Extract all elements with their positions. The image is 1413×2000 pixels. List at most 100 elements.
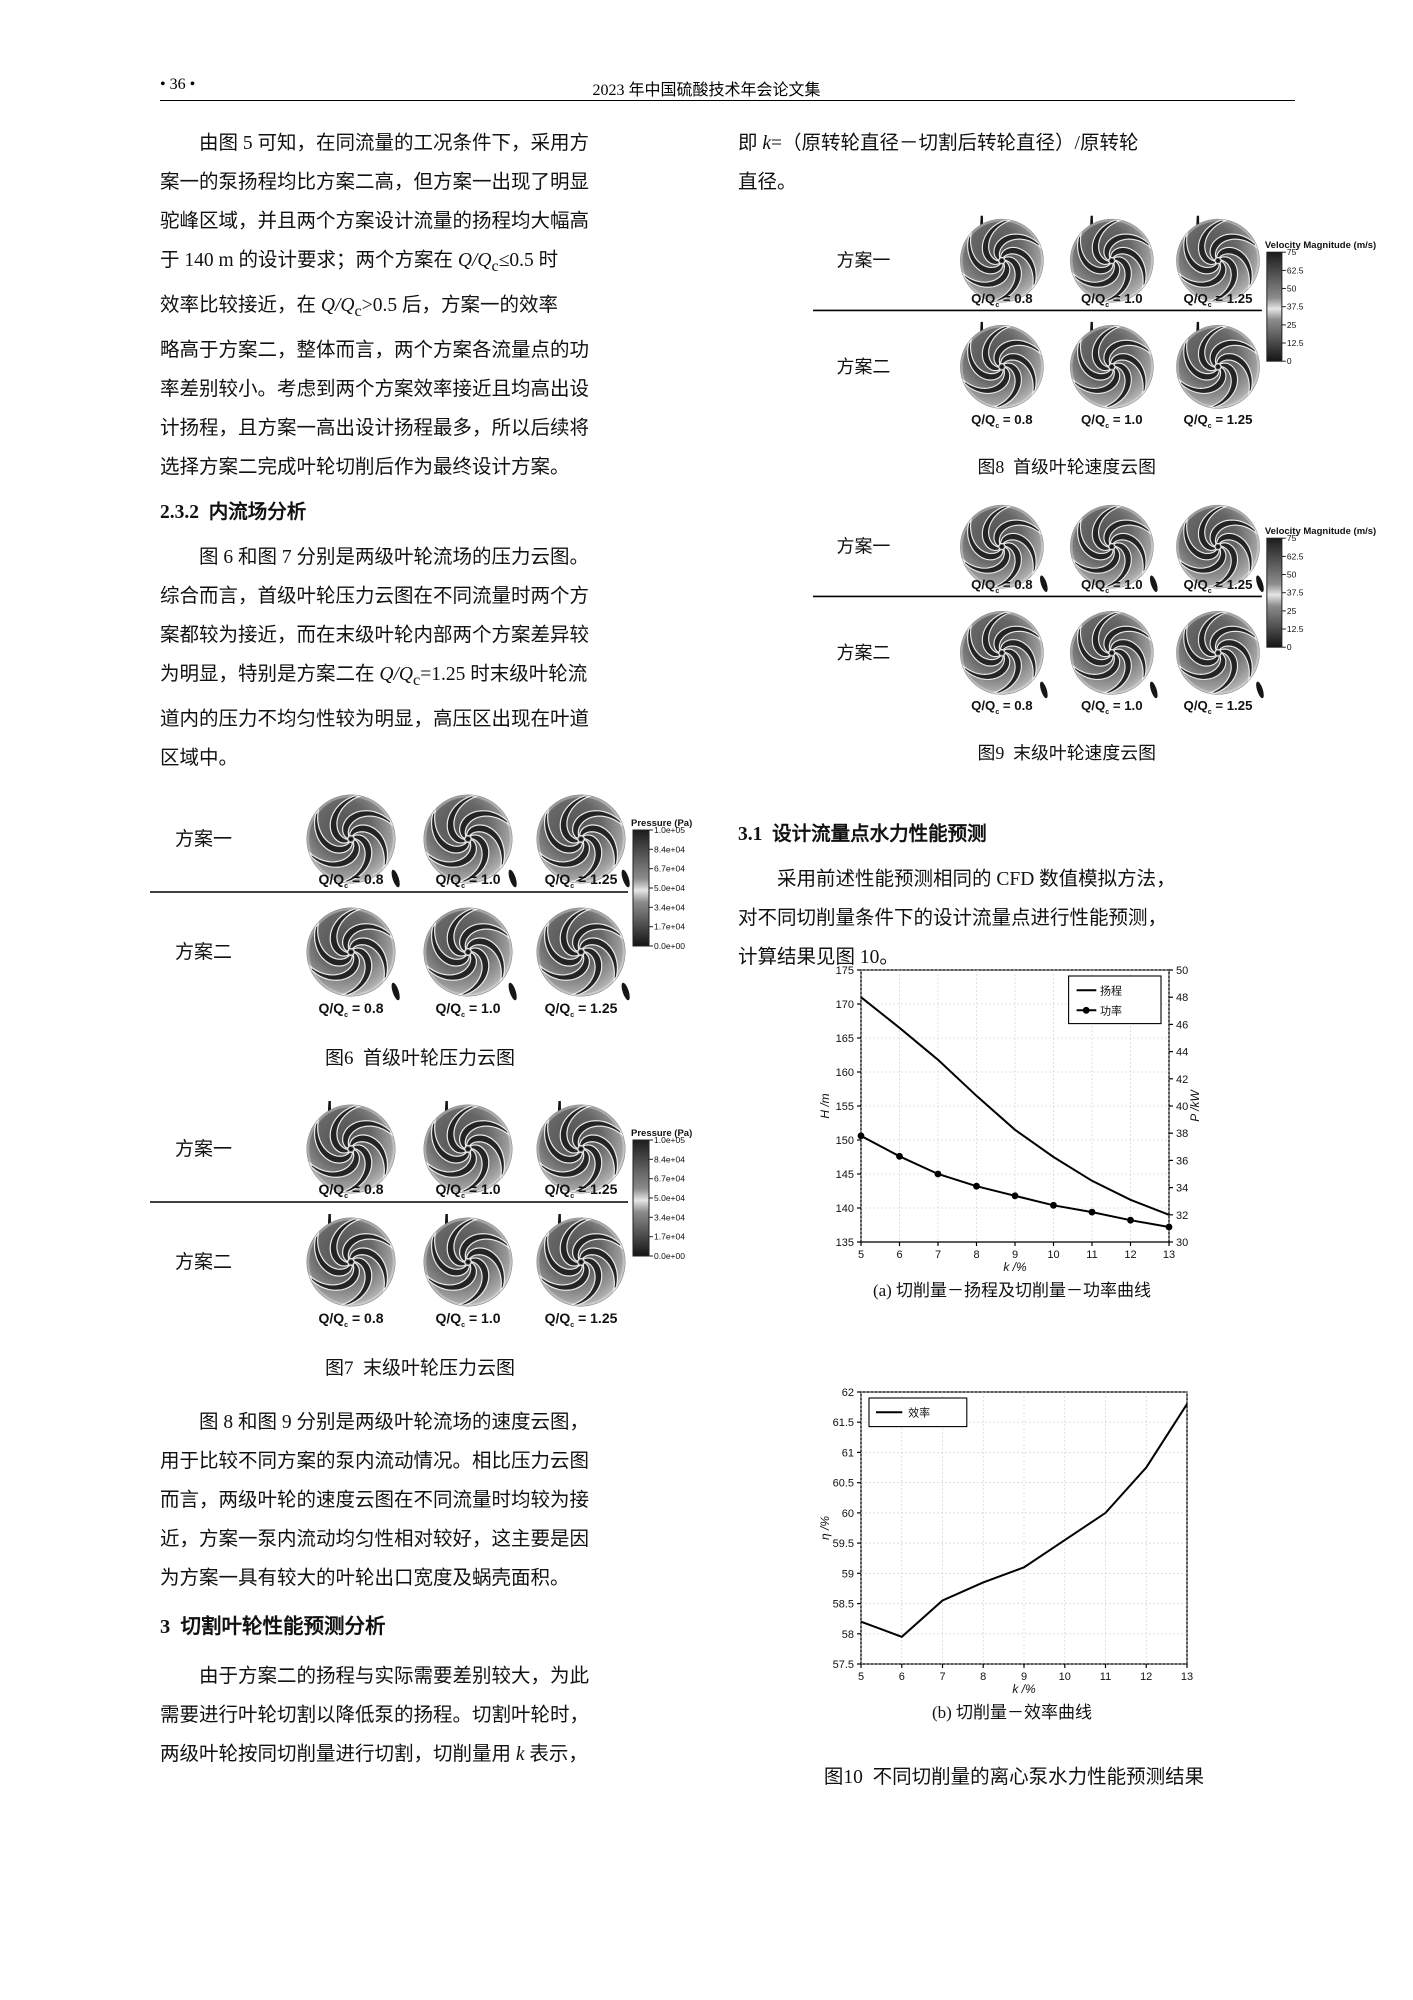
svg-text:Q/Qc = 1.0: Q/Qc = 1.0 <box>1081 577 1143 595</box>
svg-text:Q/Qc = 1.25: Q/Qc = 1.25 <box>1184 698 1253 716</box>
svg-text:62: 62 <box>842 1387 854 1399</box>
svg-text:图8 首级叶轮速度云图: 图8 首级叶轮速度云图 <box>977 457 1155 477</box>
svg-text:P /kW: P /kW <box>1188 1089 1202 1122</box>
svg-text:11: 11 <box>1100 1671 1111 1683</box>
svg-text:3.4e+04: 3.4e+04 <box>654 902 685 912</box>
svg-text:3.4e+04: 3.4e+04 <box>654 1212 685 1222</box>
svg-text:40: 40 <box>1176 1101 1188 1113</box>
svg-text:50: 50 <box>1287 570 1297 580</box>
svg-text:36: 36 <box>1176 1155 1188 1167</box>
svg-text:10: 10 <box>1059 1671 1071 1683</box>
svg-text:(b) 切削量－效率曲线: (b) 切削量－效率曲线 <box>932 1703 1092 1722</box>
svg-text:30: 30 <box>1176 1237 1188 1249</box>
svg-text:57.5: 57.5 <box>833 1659 854 1671</box>
svg-text:H /m: H /m <box>819 1093 832 1118</box>
svg-text:61.5: 61.5 <box>833 1417 854 1429</box>
svg-text:11: 11 <box>1086 1249 1097 1261</box>
svg-text:Q/Qc = 1.25: Q/Qc = 1.25 <box>1184 577 1253 595</box>
svg-text:62.5: 62.5 <box>1287 265 1304 275</box>
svg-text:165: 165 <box>836 1033 854 1045</box>
svg-text:135: 135 <box>836 1237 854 1249</box>
svg-text:Q/Qc = 1.25: Q/Qc = 1.25 <box>545 1310 618 1329</box>
svg-text:Q/Qc = 1.0: Q/Qc = 1.0 <box>436 1181 501 1200</box>
svg-text:Q/Qc = 0.8: Q/Qc = 0.8 <box>971 291 1033 309</box>
svg-text:5.0e+04: 5.0e+04 <box>654 1193 685 1203</box>
svg-text:60: 60 <box>842 1508 854 1520</box>
svg-text:8.4e+04: 8.4e+04 <box>654 1154 685 1164</box>
svg-text:Q/Qc = 1.0: Q/Qc = 1.0 <box>1081 698 1143 716</box>
svg-text:160: 160 <box>836 1067 854 1079</box>
svg-text:32: 32 <box>1176 1210 1188 1222</box>
svg-text:效率: 效率 <box>908 1405 930 1419</box>
svg-text:0.0e+00: 0.0e+00 <box>654 1251 685 1261</box>
svg-text:6: 6 <box>896 1249 902 1261</box>
svg-text:方案一: 方案一 <box>836 251 890 271</box>
svg-text:59: 59 <box>842 1568 854 1580</box>
svg-text:58: 58 <box>842 1629 854 1641</box>
svg-text:13: 13 <box>1163 1249 1175 1261</box>
svg-text:Velocity Magnitude (m/s): Velocity Magnitude (m/s) <box>1265 526 1376 537</box>
svg-text:方案一: 方案一 <box>175 1138 232 1160</box>
svg-text:Q/Qc = 1.25: Q/Qc = 1.25 <box>545 871 618 890</box>
svg-text:方案一: 方案一 <box>836 537 890 557</box>
svg-text:7: 7 <box>939 1671 945 1683</box>
svg-text:方案二: 方案二 <box>175 1251 232 1273</box>
svg-text:Q/Qc = 1.25: Q/Qc = 1.25 <box>545 1000 618 1019</box>
svg-text:12: 12 <box>1140 1671 1152 1683</box>
svg-text:7: 7 <box>935 1249 941 1261</box>
svg-text:25: 25 <box>1287 320 1297 330</box>
svg-text:0.0e+00: 0.0e+00 <box>654 941 685 951</box>
svg-text:37.5: 37.5 <box>1287 588 1304 598</box>
svg-text:(a) 切削量－扬程及切削量－功率曲线: (a) 切削量－扬程及切削量－功率曲线 <box>873 1281 1151 1300</box>
svg-text:图9 末级叶轮速度云图: 图9 末级叶轮速度云图 <box>977 743 1155 763</box>
svg-text:12: 12 <box>1124 1249 1136 1261</box>
svg-text:175: 175 <box>836 965 854 977</box>
svg-text:44: 44 <box>1176 1047 1188 1059</box>
svg-text:1.0e+05: 1.0e+05 <box>654 825 685 835</box>
svg-text:Q/Qc = 0.8: Q/Qc = 0.8 <box>971 412 1033 430</box>
svg-text:图7 末级叶轮压力云图: 图7 末级叶轮压力云图 <box>325 1357 515 1379</box>
svg-text:42: 42 <box>1176 1074 1188 1086</box>
svg-text:k /%: k /% <box>1012 1682 1036 1696</box>
svg-text:155: 155 <box>836 1101 854 1113</box>
svg-text:46: 46 <box>1176 1019 1188 1031</box>
svg-text:37.5: 37.5 <box>1287 302 1304 312</box>
svg-text:1.7e+04: 1.7e+04 <box>654 1232 685 1242</box>
svg-text:140: 140 <box>836 1203 854 1215</box>
svg-text:Velocity Magnitude (m/s): Velocity Magnitude (m/s) <box>1265 240 1376 251</box>
svg-text:Q/Qc = 1.25: Q/Qc = 1.25 <box>1184 291 1253 309</box>
svg-text:Q/Qc = 0.8: Q/Qc = 0.8 <box>319 1000 384 1019</box>
svg-text:13: 13 <box>1181 1671 1193 1683</box>
svg-text:58.5: 58.5 <box>833 1599 854 1611</box>
svg-text:Q/Qc = 1.0: Q/Qc = 1.0 <box>436 871 501 890</box>
svg-text:Q/Qc = 0.8: Q/Qc = 0.8 <box>319 1310 384 1329</box>
svg-text:方案二: 方案二 <box>175 941 232 963</box>
svg-text:60.5: 60.5 <box>833 1478 854 1490</box>
svg-text:k /%: k /% <box>1003 1260 1027 1274</box>
svg-text:Q/Qc = 1.25: Q/Qc = 1.25 <box>1184 412 1253 430</box>
svg-text:5.0e+04: 5.0e+04 <box>654 883 685 893</box>
svg-text:25: 25 <box>1287 606 1297 616</box>
svg-text:5: 5 <box>858 1249 864 1261</box>
svg-text:图6 首级叶轮压力云图: 图6 首级叶轮压力云图 <box>325 1047 515 1069</box>
svg-text:方案一: 方案一 <box>175 828 232 850</box>
svg-text:8.4e+04: 8.4e+04 <box>654 844 685 854</box>
svg-text:59.5: 59.5 <box>833 1538 854 1550</box>
svg-text:0: 0 <box>1287 642 1292 652</box>
svg-text:Q/Qc = 1.0: Q/Qc = 1.0 <box>436 1000 501 1019</box>
svg-text:50: 50 <box>1176 965 1188 977</box>
svg-text:6: 6 <box>899 1671 905 1683</box>
svg-text:5: 5 <box>858 1671 864 1683</box>
svg-text:Q/Qc = 1.25: Q/Qc = 1.25 <box>545 1181 618 1200</box>
svg-text:Q/Qc = 1.0: Q/Qc = 1.0 <box>1081 291 1143 309</box>
svg-text:10: 10 <box>1047 1249 1059 1261</box>
svg-text:8: 8 <box>973 1249 979 1261</box>
svg-text:170: 170 <box>836 999 854 1011</box>
svg-text:48: 48 <box>1176 992 1188 1004</box>
svg-text:34: 34 <box>1176 1183 1188 1195</box>
svg-text:Q/Qc = 0.8: Q/Qc = 0.8 <box>319 871 384 890</box>
svg-text:8: 8 <box>980 1671 986 1683</box>
svg-text:38: 38 <box>1176 1128 1188 1140</box>
svg-text:12.5: 12.5 <box>1287 624 1304 634</box>
svg-text:Q/Qc = 0.8: Q/Qc = 0.8 <box>971 577 1033 595</box>
